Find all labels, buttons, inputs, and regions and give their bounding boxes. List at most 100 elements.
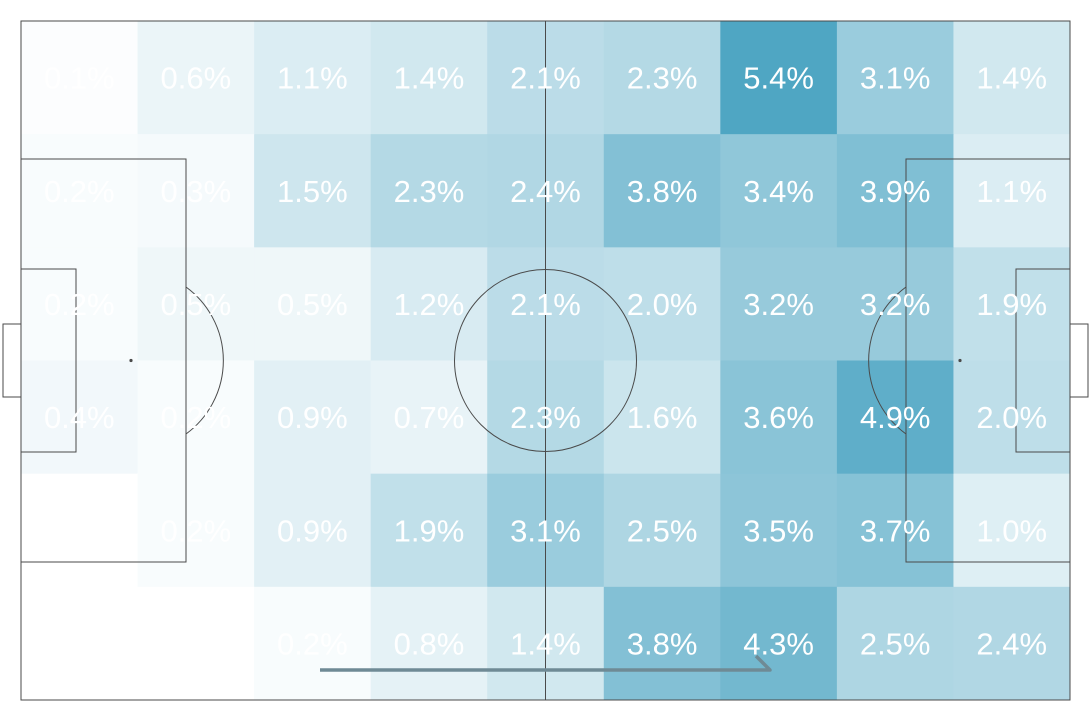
heatmap-cell <box>370 473 488 588</box>
cell-value-label: 1.1% <box>277 61 348 96</box>
centre-circle <box>454 269 637 452</box>
cell-value-label: 0.9% <box>277 513 348 548</box>
cell-value-label: 0.7% <box>394 400 465 435</box>
left-goal <box>2 323 22 398</box>
heatmap-cell <box>137 360 255 475</box>
heatmap-cell <box>254 134 372 248</box>
right-goal <box>1069 323 1089 398</box>
cell-value-label: 0.6% <box>160 61 231 96</box>
cell-value-label: 3.1% <box>860 61 931 96</box>
heatmap-cell <box>370 21 488 135</box>
cell-value-label: 5.4% <box>743 61 814 96</box>
heatmap-cell <box>137 21 255 135</box>
heatmap-cell <box>21 247 139 361</box>
cell-value-label: 1.0% <box>976 513 1047 548</box>
left-penalty-arc <box>185 286 224 435</box>
heatmap-cell <box>603 134 721 248</box>
cell-value-label: 2.1% <box>510 287 581 322</box>
cell-value-label: 3.9% <box>860 174 931 209</box>
cell-value-label: 0.2% <box>160 513 231 548</box>
cell-value-label: 0.2% <box>44 174 115 209</box>
cell-value-label: 4.3% <box>743 626 814 661</box>
heatmap-cell <box>720 360 838 475</box>
cell-value-label: 0.4% <box>44 400 115 435</box>
cell-value-label: 1.4% <box>394 61 465 96</box>
heatmap-cell <box>836 586 954 701</box>
heatmap-cell <box>836 473 954 588</box>
pitch-markings <box>2 20 1089 701</box>
cell-value-label: 1.9% <box>394 513 465 548</box>
heatmap-cell <box>953 134 1071 248</box>
heatmap-cell <box>836 360 954 475</box>
cell-value-label: 3.2% <box>860 287 931 322</box>
heatmap-cell <box>603 473 721 588</box>
heatmap-cell <box>370 247 488 361</box>
cell-value-label: 1.6% <box>627 400 698 435</box>
cell-value-label: 2.4% <box>976 626 1047 661</box>
heatmap-cell <box>603 360 721 475</box>
cell-labels: 0.1% 0.6% 1.1% 1.4% 2.1% 2.3% 5.4% 3.1% 1.4% 0.2%… <box>44 61 1047 662</box>
cell-value-label: 0.2% <box>44 287 115 322</box>
cell-value-label: 2.3% <box>394 174 465 209</box>
heatmap-cell <box>254 360 372 475</box>
heatmap-cell <box>953 21 1071 135</box>
cell-value-label: 1.4% <box>976 61 1047 96</box>
heatmap-cell <box>603 586 721 701</box>
heatmap-cell <box>836 247 954 361</box>
direction-arrow-icon <box>320 654 772 672</box>
heatmap-cell <box>21 360 139 475</box>
attack-direction-arrow <box>320 654 772 672</box>
heatmap-cell <box>953 247 1071 361</box>
cell-value-label: 0.3% <box>160 174 231 209</box>
cell-value-label: 3.8% <box>627 626 698 661</box>
heatmap-cell <box>370 134 488 248</box>
heatmap-cell <box>254 247 372 361</box>
cell-value-label: 0.5% <box>160 287 231 322</box>
heatmap-cell <box>21 473 139 588</box>
heatmap-cell <box>21 586 139 701</box>
left-penalty-spot <box>129 358 133 363</box>
heatmap-cell <box>603 21 721 135</box>
cell-value-label: 2.5% <box>627 513 698 548</box>
cell-value-label: 1.9% <box>976 287 1047 322</box>
cell-value-label: 3.1% <box>510 513 581 548</box>
heatmap-cell <box>21 134 139 248</box>
cell-value-label: 1.1% <box>976 174 1047 209</box>
cell-value-label: 0.8% <box>394 626 465 661</box>
heatmap-cell <box>370 586 488 701</box>
heatmap-cell <box>720 586 838 701</box>
cell-value-label: 0.9% <box>277 400 348 435</box>
cell-value-label: 0.2% <box>160 400 231 435</box>
heatmap-cell <box>254 473 372 588</box>
heatmap-cell <box>720 21 838 135</box>
cell-value-label: 2.4% <box>510 174 581 209</box>
cell-value-label: 3.4% <box>743 174 814 209</box>
cell-value-label: 3.7% <box>860 513 931 548</box>
cell-value-label: 2.1% <box>510 61 581 96</box>
cell-value-label: 0.1% <box>44 61 115 96</box>
heatmap-cell <box>953 360 1071 475</box>
heatmap-cell <box>137 247 255 361</box>
heatmap-cell <box>137 586 255 701</box>
cell-value-label: 1.4% <box>510 626 581 661</box>
cell-value-label: 2.0% <box>627 287 698 322</box>
heatmap-cell <box>836 134 954 248</box>
cell-value-label: 0.2% <box>277 626 348 661</box>
cell-value-label: 3.8% <box>627 174 698 209</box>
cell-value-label: 2.5% <box>860 626 931 661</box>
heatmap-cell <box>254 586 372 701</box>
heatmap-cell <box>720 134 838 248</box>
heatmap-cell <box>836 21 954 135</box>
heatmap-cell <box>137 473 255 588</box>
cell-value-label: 1.5% <box>277 174 348 209</box>
cell-value-label: 3.2% <box>743 287 814 322</box>
heatmap-cell <box>137 134 255 248</box>
heatmap-cell <box>370 360 488 475</box>
cell-value-label: 0.5% <box>277 287 348 322</box>
heatmap-cell <box>720 247 838 361</box>
cell-value-label: 3.6% <box>743 400 814 435</box>
cell-value-label: 2.3% <box>627 61 698 96</box>
right-penalty-arc <box>868 286 907 435</box>
cell-value-label: 1.2% <box>394 287 465 322</box>
